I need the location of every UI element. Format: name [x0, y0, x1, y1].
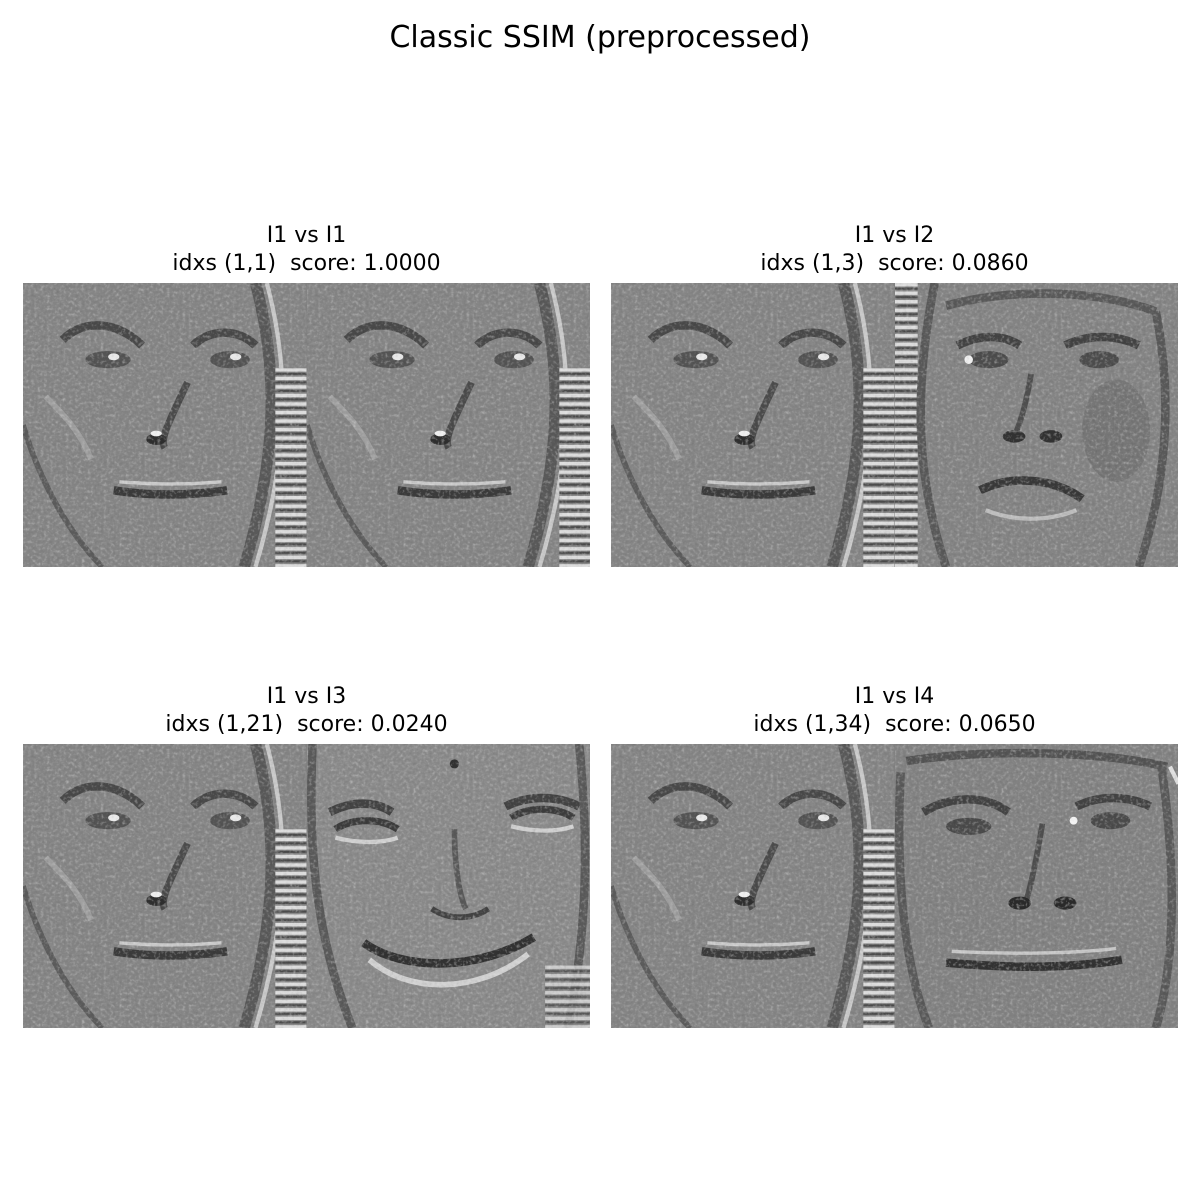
panel-title: I1 vs I4 idxs (1,34) score: 0.0650 — [611, 683, 1178, 739]
face-image-right — [307, 744, 591, 1028]
panel-subtitle-line: idxs (1,34) score: 0.0650 — [753, 712, 1036, 737]
face-image-left — [611, 744, 895, 1028]
comparison-panel-3: I1 vs I3 idxs (1,21) score: 0.0240 — [23, 683, 590, 1028]
face-image-left — [611, 283, 895, 567]
face-I1-image — [23, 283, 307, 567]
face-I1-image — [611, 744, 895, 1028]
figure-title: Classic SSIM (preprocessed) — [389, 20, 811, 55]
face-I1-image — [23, 744, 307, 1028]
panel-title: I1 vs I3 idxs (1,21) score: 0.0240 — [23, 683, 590, 739]
face-I1-image — [307, 283, 591, 567]
face-image-left — [23, 283, 307, 567]
panel-subtitle-line: idxs (1,3) score: 0.0860 — [760, 251, 1029, 276]
face-image-right — [307, 283, 591, 567]
image-pair — [611, 744, 1178, 1028]
face-I1-image — [611, 283, 895, 567]
panel-subtitle-line: idxs (1,21) score: 0.0240 — [165, 712, 448, 737]
comparison-panel-2: I1 vs I2 idxs (1,3) score: 0.0860 — [611, 222, 1178, 567]
face-image-left — [23, 744, 307, 1028]
image-pair — [23, 744, 590, 1028]
image-pair — [611, 283, 1178, 567]
panel-subtitle-line: idxs (1,1) score: 1.0000 — [172, 251, 441, 276]
panel-title-line: I1 vs I2 — [854, 223, 935, 248]
panel-title: I1 vs I2 idxs (1,3) score: 0.0860 — [611, 222, 1178, 278]
face-image-right — [895, 744, 1179, 1028]
panel-title-line: I1 vs I3 — [266, 684, 347, 709]
comparison-panel-1: I1 vs I1 idxs (1,1) score: 1.0000 — [23, 222, 590, 567]
face-image-right — [895, 283, 1179, 567]
comparison-panel-4: I1 vs I4 idxs (1,34) score: 0.0650 — [611, 683, 1178, 1028]
face-I4-image — [895, 744, 1179, 1028]
panel-title-line: I1 vs I4 — [854, 684, 935, 709]
face-I3-image — [307, 744, 591, 1028]
face-I2-image — [895, 283, 1179, 567]
panel-title: I1 vs I1 idxs (1,1) score: 1.0000 — [23, 222, 590, 278]
panel-title-line: I1 vs I1 — [266, 223, 347, 248]
image-pair — [23, 283, 590, 567]
